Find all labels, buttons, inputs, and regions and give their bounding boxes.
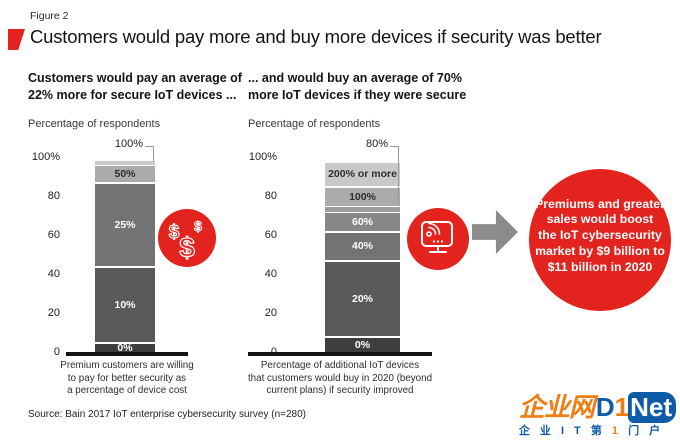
bar-segment-label: 40% xyxy=(351,240,373,253)
y-axis-tick-label: 60 xyxy=(47,229,60,241)
bar-segment-label: 60% xyxy=(351,215,373,228)
bar-segment: 100% xyxy=(325,187,400,206)
bar-segment xyxy=(325,207,400,212)
watermark-1-digit: 1 xyxy=(614,392,630,422)
x-axis-line xyxy=(248,352,432,356)
callout-line-vertical xyxy=(398,146,399,206)
y-axis-tick-label: 20 xyxy=(264,307,277,319)
bar-segment: 200% or more xyxy=(325,162,400,187)
watermark-cn-text: 企业网 xyxy=(518,392,595,422)
bar-segment-label: 0% xyxy=(354,338,371,351)
y-axis-tick-label: 60 xyxy=(264,229,277,241)
bar-segment: 0% xyxy=(95,341,155,354)
left-chart-subtitle: Customers would pay an average of 22% mo… xyxy=(28,71,242,102)
bar-segment: 50% xyxy=(95,166,155,183)
iot-device-glyph xyxy=(421,221,453,253)
bar-segment: 40% xyxy=(325,232,400,261)
page-title: Customers would pay more and buy more de… xyxy=(30,26,602,47)
bar-segment xyxy=(95,160,155,165)
bar-segment: 60% xyxy=(325,213,400,232)
callout-line-horizontal xyxy=(145,146,153,147)
bar-segment-label: 25% xyxy=(114,218,136,231)
y-axis-tick-label: 0 xyxy=(53,346,60,358)
bar-segment-label: 20% xyxy=(351,292,373,305)
bar-segment-label: 50% xyxy=(114,168,136,181)
dollar-signs-glyphs: $ $ $ xyxy=(168,218,202,264)
watermark-logo-text: 企业网D1Net xyxy=(518,392,676,423)
bar-segment-label: 200% or more xyxy=(328,168,397,181)
callout-label: 80% xyxy=(365,138,388,150)
y-axis-tick-label: 80 xyxy=(47,190,60,202)
bar-segment: 25% xyxy=(95,183,155,267)
bar-segment-label: 10% xyxy=(114,298,136,311)
watermark-d-letter: D xyxy=(595,392,615,422)
watermark-tagline-left: 企 业 I T 第 xyxy=(518,425,612,437)
right-chart-axis-title: Percentage of respondents xyxy=(248,118,381,130)
callout-line-horizontal xyxy=(390,146,398,147)
y-axis-tick-label: 20 xyxy=(47,307,60,319)
dollar-signs-icon: $ $ $ xyxy=(158,209,216,267)
left-chart-caption: Premium customers are willing to pay for… xyxy=(60,360,194,397)
watermark-net-badge: Net xyxy=(628,392,676,423)
bar-segment: 20% xyxy=(325,261,400,337)
bar-segment: 0% xyxy=(325,337,400,352)
left-chart-axis-title: Percentage of respondents xyxy=(28,118,161,130)
right-chart-subtitle: ... and would buy an average of 70% more… xyxy=(248,71,467,102)
callout-label: 100% xyxy=(114,138,143,150)
y-axis-tick-label: 40 xyxy=(264,268,277,280)
watermark-tagline: 企 业 I T 第 1 门 户 xyxy=(519,422,676,438)
y-axis-tick-label: 80 xyxy=(264,190,277,202)
bar-segment-label: 100% xyxy=(349,190,376,203)
bar-segment: 10% xyxy=(95,267,155,343)
figure-number-label: Figure 2 xyxy=(30,10,69,22)
y-axis-tick-label: 40 xyxy=(47,268,60,280)
svg-text:$: $ xyxy=(169,222,180,243)
conclusion-text: Premiums and greater sales would boost t… xyxy=(535,196,665,274)
iot-device-icon xyxy=(407,208,469,270)
bar-segment-label: 0% xyxy=(117,341,133,354)
watermark-tagline-right: 门 户 xyxy=(621,425,664,437)
y-axis-tick-label: 100% xyxy=(31,151,60,163)
watermark-logo: 企业网D1Net 企 业 I T 第 1 门 户 xyxy=(518,392,676,438)
right-chart-caption: Percentage of additional IoT devices tha… xyxy=(247,360,433,397)
source-note: Source: Bain 2017 IoT enterprise cyberse… xyxy=(28,409,307,420)
y-axis-tick-label: 100% xyxy=(248,151,277,163)
callout-line-vertical xyxy=(153,146,154,161)
conclusion-circle: Premiums and greater sales would boost t… xyxy=(529,169,671,311)
watermark-tagline-digit: 1 xyxy=(611,425,622,437)
x-axis-line xyxy=(66,352,188,356)
svg-text:$: $ xyxy=(179,232,195,263)
svg-text:$: $ xyxy=(194,218,202,234)
